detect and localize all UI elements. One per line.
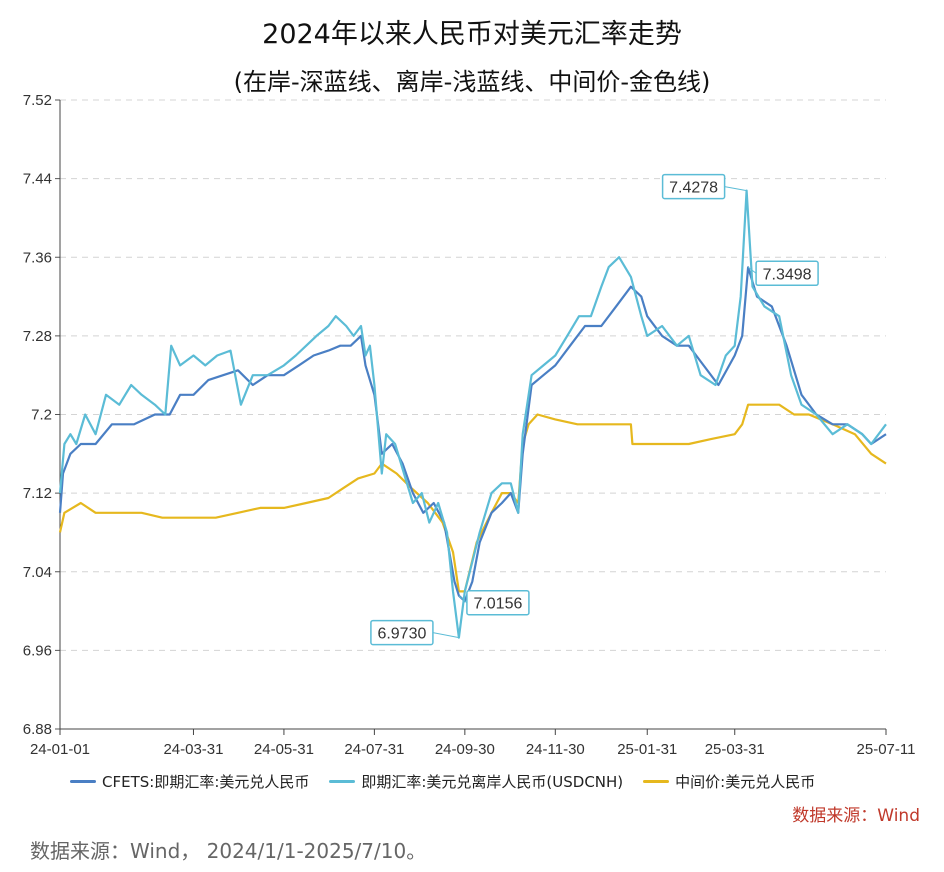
- axes: [55, 99, 887, 735]
- x-tick-label: 24-01-01: [30, 741, 90, 758]
- source-label: 数据来源：Wind: [792, 806, 920, 826]
- callout-leader: [458, 595, 468, 604]
- x-tick-label: 25-01-31: [617, 741, 677, 758]
- x-tick-label: 24-11-30: [526, 741, 585, 758]
- y-tick-label: 7.2: [31, 407, 52, 424]
- series-line[interactable]: [58, 189, 887, 639]
- x-tick-label: 24-07-31: [344, 741, 404, 758]
- legend-swatch-central-parity: [643, 780, 670, 783]
- x-tick-labels: 24-01-01 24-03-31 24-05-31 24-07-31 24-09-30…: [30, 741, 915, 758]
- legend-label-usdcnh: 即期汇率:美元兑离岸人民币(USDCNH): [361, 773, 624, 791]
- series-line[interactable]: [58, 266, 887, 603]
- callout-leader: [724, 186, 747, 192]
- y-tick-label: 7.52: [23, 92, 52, 109]
- y-tick-label: 7.44: [23, 171, 52, 188]
- legend-item-central-parity[interactable]: 中间价:美元兑人民币: [643, 771, 815, 792]
- callout-box: [661, 173, 726, 200]
- legend-label-central-parity: 中间价:美元兑人民币: [675, 773, 816, 791]
- callout-leader: [432, 632, 460, 639]
- y-tick-label: 7.28: [23, 328, 52, 345]
- legend-swatch-cfets: [70, 780, 96, 783]
- x-tick-label: 25-03-31: [705, 741, 765, 758]
- grid-lines: [60, 99, 886, 651]
- callouts: 7.4278 7.3498 7.0156 6.9730: [370, 173, 819, 646]
- legend-item-cfets[interactable]: CFETS:即期汇率:美元兑人民币: [70, 771, 309, 792]
- y-tick-label: 6.96: [23, 642, 52, 659]
- x-tick-label: 24-03-31: [163, 741, 223, 758]
- chart-title: 2024年以来人民币对美元汇率走势: [262, 19, 682, 50]
- y-tick-label: 7.12: [23, 485, 52, 502]
- chart-subtitle: (在岸-深蓝线、离岸-浅蓝线、中间价-金色线): [233, 68, 711, 96]
- x-tick-label: 24-05-31: [254, 741, 314, 758]
- callout-box: [755, 260, 819, 287]
- callout-label: 7.3498: [763, 266, 812, 283]
- callout-label: 7.0156: [473, 596, 522, 613]
- footnote: 数据来源：Wind， 2024/1/1-2025/7/10。: [30, 839, 427, 863]
- legend: CFETS:即期汇率:美元兑人民币 即期汇率:美元兑离岸人民币(USDCNH) …: [70, 771, 835, 792]
- y-tick-label: 6.88: [23, 721, 52, 738]
- callout-leader: [747, 266, 757, 274]
- x-tick-label: 24-09-30: [435, 741, 495, 758]
- callout-box: [466, 589, 530, 616]
- callout-box: [370, 619, 434, 646]
- legend-swatch-usdcnh: [329, 780, 356, 783]
- y-tick-label: 7.36: [23, 249, 52, 266]
- legend-item-usdcnh[interactable]: 即期汇率:美元兑离岸人民币(USDCNH): [329, 771, 623, 792]
- callout-label: 7.4278: [669, 180, 718, 197]
- callout-label: 6.9730: [377, 626, 426, 643]
- legend-label-cfets: CFETS:即期汇率:美元兑人民币: [102, 773, 310, 791]
- y-tick-labels: 6.88 6.96 7.04 7.12 7.2 7.28 7.36 7.44 7.52: [23, 92, 52, 738]
- y-tick-label: 7.04: [23, 564, 52, 581]
- x-tick-label: 25-07-11: [857, 741, 916, 758]
